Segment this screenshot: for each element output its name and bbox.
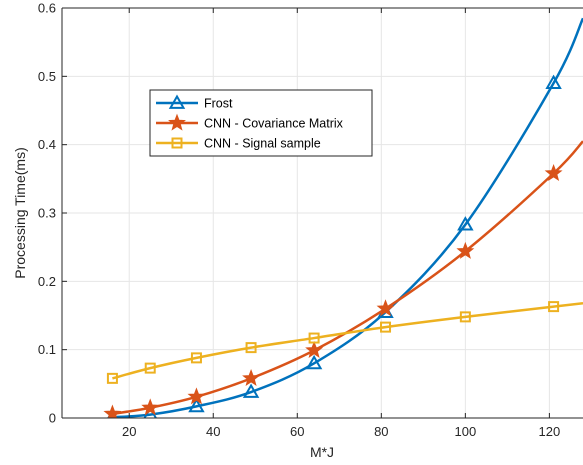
- data-point-2: [459, 311, 471, 323]
- y-tick-label: 0.1: [38, 342, 56, 357]
- x-tick-label: 20: [122, 424, 136, 439]
- data-point-2: [190, 352, 202, 364]
- data-point-2: [245, 342, 257, 354]
- data-point-1: [456, 241, 475, 259]
- y-tick-label: 0.4: [38, 137, 56, 152]
- legend-entry-2: CNN - Signal sample: [156, 137, 321, 151]
- x-tick-label: 100: [455, 424, 477, 439]
- data-point-2: [144, 362, 156, 374]
- data-point-1: [141, 398, 160, 416]
- legend-label-1: CNN - Covariance Matrix: [204, 117, 344, 131]
- x-axis-label: M*J: [310, 444, 334, 460]
- y-tick-label: 0: [49, 411, 56, 426]
- legend-label-0: Frost: [204, 97, 233, 111]
- tick-labels: 20 40 60 80 100 120 0 0.1 0.2 0.3 0.4 0.5 0.6: [38, 1, 560, 440]
- legend-entry-1: CNN - Covariance Matrix: [156, 113, 344, 131]
- legend-label-2: CNN - Signal sample: [204, 137, 321, 151]
- data-point-0: [457, 216, 474, 231]
- data-point-1: [187, 387, 206, 405]
- data-point-0: [305, 354, 323, 370]
- data-point-0: [545, 74, 562, 90]
- data-point-1: [305, 340, 324, 358]
- data-point-1: [242, 368, 261, 386]
- legend-entry-0: Frost: [156, 94, 233, 111]
- x-tick-label: 120: [539, 424, 561, 439]
- data-point-2: [308, 332, 320, 344]
- y-axis-label: Processing Time(ms): [12, 147, 28, 278]
- series-layer: [103, 17, 583, 418]
- series-line-1: [112, 140, 583, 416]
- data-point-2: [380, 321, 392, 333]
- y-tick-label: 0.6: [38, 1, 56, 16]
- x-tick-label: 80: [374, 424, 388, 439]
- data-point-1: [103, 404, 122, 418]
- data-point-2: [548, 301, 560, 313]
- data-point-1: [544, 163, 563, 181]
- x-tick-label: 40: [206, 424, 220, 439]
- series-line-0: [112, 17, 583, 418]
- series-2: [106, 301, 583, 384]
- series-line-2: [112, 301, 583, 380]
- y-tick-label: 0.3: [38, 206, 56, 221]
- legend-marker-1: [168, 113, 186, 131]
- legend: Frost CNN - Covariance Matrix CNN - Signal…: [149, 89, 373, 157]
- legend-marker-2: [171, 137, 183, 149]
- data-point-1: [376, 299, 395, 317]
- legend-marker-0: [168, 94, 186, 109]
- x-tick-label: 60: [290, 424, 304, 439]
- data-point-0: [188, 397, 205, 413]
- series-1: [103, 140, 583, 418]
- axes: [61, 7, 583, 419]
- data-point-0: [242, 383, 260, 398]
- y-tick-label: 0.5: [38, 69, 56, 84]
- data-point-2: [106, 372, 118, 384]
- y-tick-label: 0.2: [38, 274, 56, 289]
